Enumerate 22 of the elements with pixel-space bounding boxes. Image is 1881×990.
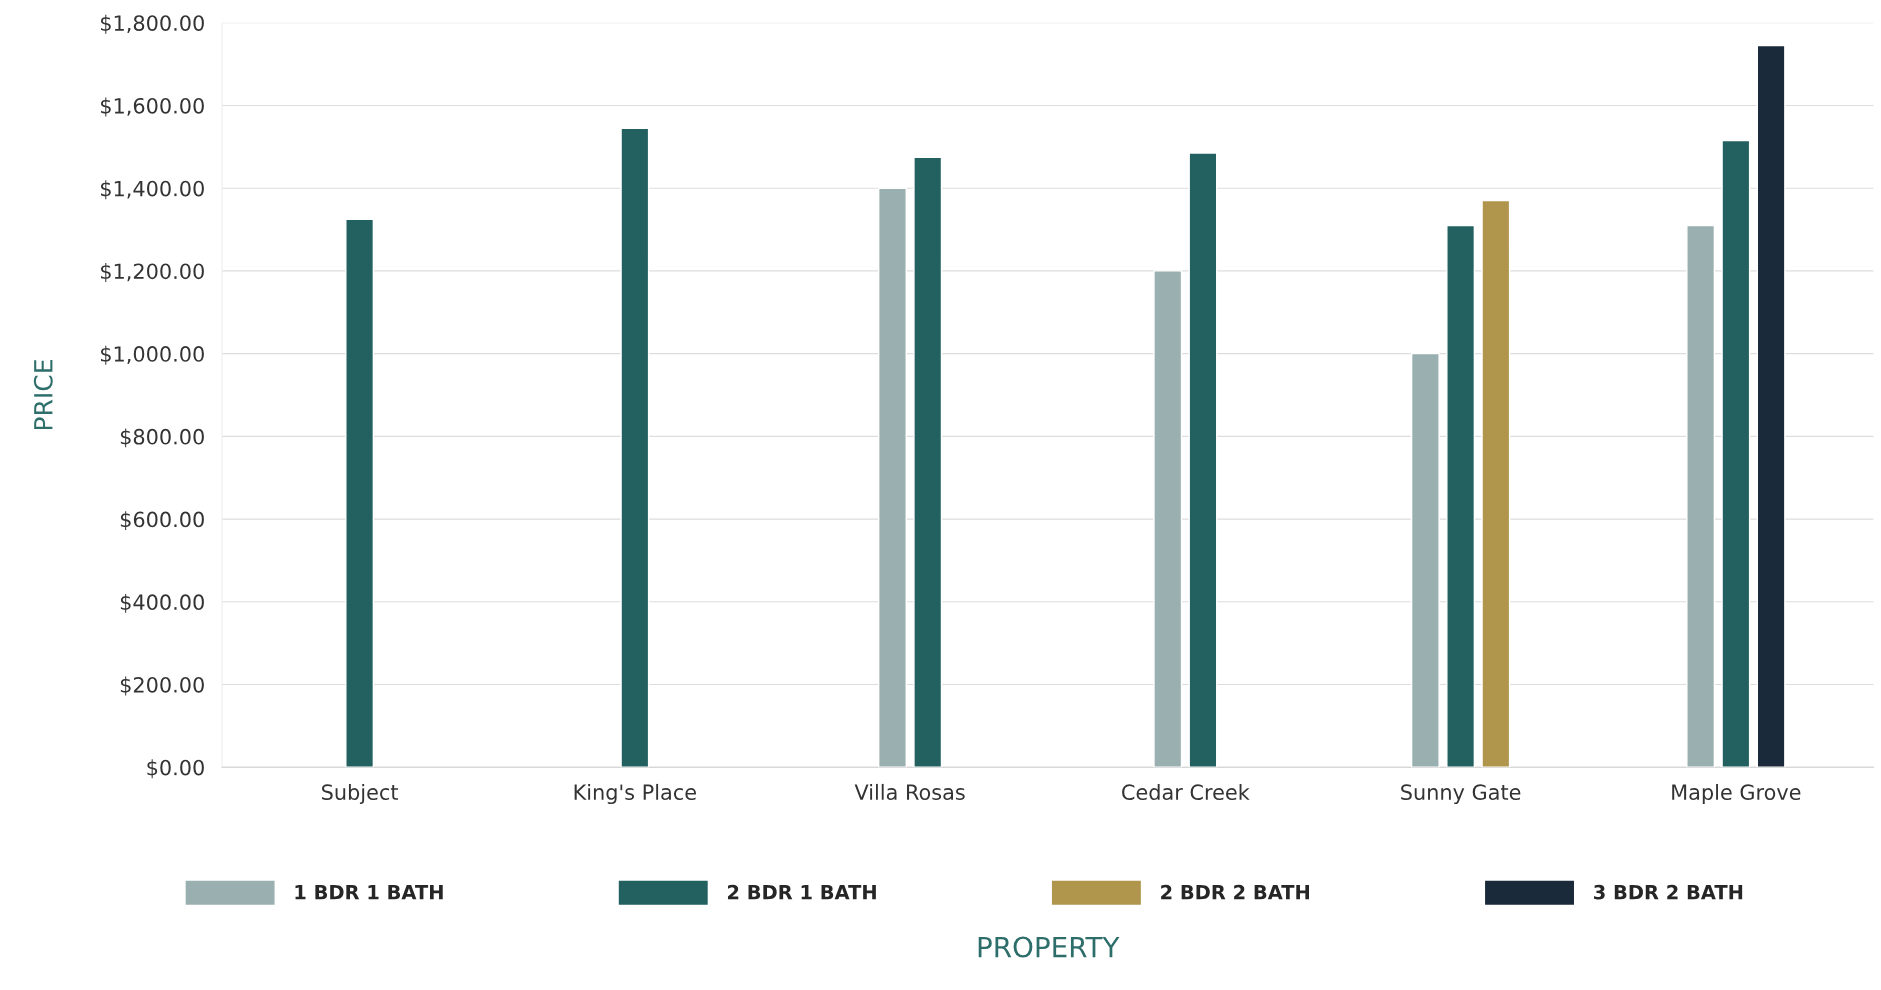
x-tick-label: Sunny Gate [1401, 784, 1521, 805]
legend-label: 2 BDR 1 BATH [727, 884, 876, 900]
y-tick-label: $1,800.00 [100, 14, 204, 34]
y-tick-label: $600.00 [120, 511, 204, 531]
y-tick-label: $800.00 [120, 428, 204, 448]
x-tick-label: Subject [322, 783, 399, 805]
y-tick-label: $1,400.00 [100, 180, 204, 200]
y-axis-title: PRICE [33, 360, 53, 430]
y-tick-label: $200.00 [120, 676, 204, 696]
legend-label: 3 BDR 2 BATH [1594, 884, 1743, 900]
legend-label: 1 BDR 1 BATH [295, 885, 443, 900]
x-tick-label: Maple Grove [1672, 783, 1801, 805]
y-tick-label: $400.00 [120, 593, 204, 613]
x-tick-label: Villa Rosas [854, 783, 965, 801]
x-axis-title: PROPERTY [978, 936, 1120, 958]
y-tick-label: $1,000.00 [100, 345, 204, 365]
y-tick-label: $0.00 [147, 759, 204, 779]
legend-label: 2 BDR 2 BATH [1161, 884, 1309, 900]
x-tick-label: King's Place [574, 783, 696, 805]
y-tick-label: $1,200.00 [100, 263, 204, 282]
y-tick-label: $1,600.00 [100, 97, 204, 117]
x-tick-label: Cedar Creek [1122, 783, 1250, 801]
